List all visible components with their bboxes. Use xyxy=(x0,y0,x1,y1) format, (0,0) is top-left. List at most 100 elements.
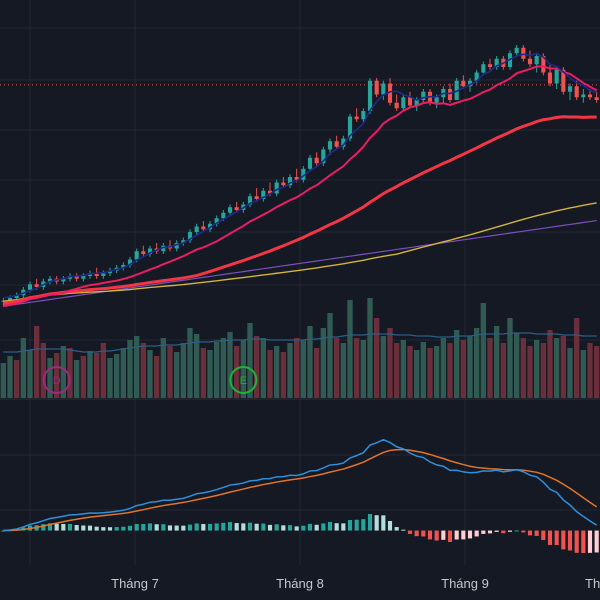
candle-body xyxy=(467,80,473,87)
macd-histogram-bar xyxy=(121,526,126,531)
macd-histogram-bar xyxy=(554,530,559,546)
volume-bar xyxy=(80,356,86,398)
candle-body xyxy=(261,190,266,199)
volume-bar xyxy=(14,360,20,398)
macd-histogram-bar xyxy=(474,530,479,537)
volume-bar xyxy=(147,350,153,398)
macd-histogram-bar xyxy=(594,530,599,553)
macd-histogram-bar xyxy=(587,530,593,553)
candle-body xyxy=(334,141,339,147)
volume-bar xyxy=(180,343,186,398)
macd-histogram-bar xyxy=(427,530,433,540)
macd-histogram-bar xyxy=(514,530,519,532)
macd-histogram-bar xyxy=(481,530,486,534)
candle-body xyxy=(594,97,599,100)
volume-bar xyxy=(467,336,473,398)
volume-bar xyxy=(140,343,146,398)
volume-bar xyxy=(567,348,573,398)
candle-body xyxy=(581,94,586,98)
candle-body xyxy=(347,116,353,139)
volume-bar xyxy=(267,350,273,398)
macd-histogram-bar xyxy=(201,524,206,531)
volume-bars xyxy=(0,298,600,398)
candle-body xyxy=(447,89,453,100)
x-tick-label: Th xyxy=(585,576,600,591)
x-tick-label: Tháng 8 xyxy=(276,576,324,591)
macd-histogram-bar xyxy=(367,513,373,531)
candle-body xyxy=(34,284,39,287)
macd-histogram-bar xyxy=(387,521,393,531)
macd-histogram-bar xyxy=(567,530,573,551)
volume-bar xyxy=(354,338,360,398)
candle-body xyxy=(381,83,386,95)
candle-body xyxy=(487,64,493,67)
volume-bar xyxy=(374,318,380,398)
volume-bar xyxy=(380,336,386,398)
candle-body xyxy=(141,251,146,254)
volume-bar xyxy=(334,338,340,398)
macd-histogram-bar xyxy=(547,530,553,545)
candle-body xyxy=(494,58,499,67)
candle-body xyxy=(147,248,153,254)
candle-body xyxy=(127,259,133,265)
volume-bar xyxy=(207,350,213,398)
candle-body xyxy=(367,80,373,111)
macd-histogram-bar xyxy=(221,522,226,531)
volume-bar xyxy=(540,343,546,398)
macd-histogram-bar xyxy=(174,525,179,531)
candle-body xyxy=(481,64,486,73)
volume-bar xyxy=(87,351,93,398)
candle-body xyxy=(354,116,359,120)
macd-histogram-bar xyxy=(94,526,99,531)
volume-bar xyxy=(287,343,293,398)
macd-histogram-bar xyxy=(254,523,259,531)
candle-body xyxy=(287,177,293,186)
volume-bar xyxy=(280,352,286,398)
candle-body xyxy=(27,284,33,290)
macd-histogram-bar xyxy=(414,530,419,537)
volume-bar xyxy=(494,326,500,398)
volume-bar xyxy=(387,328,393,398)
candle-body xyxy=(567,86,573,92)
event-marker-letter: E xyxy=(240,375,247,387)
volume-bar xyxy=(360,340,366,398)
macd-histogram-bar xyxy=(461,530,466,540)
candle-body xyxy=(394,102,399,109)
macd-histogram-bar xyxy=(494,530,499,532)
volume-bar xyxy=(300,340,306,398)
volume-bar xyxy=(580,350,586,398)
candle-body xyxy=(101,273,106,276)
macd-pane xyxy=(1,438,599,554)
macd-histogram-bar xyxy=(187,524,193,531)
macd-histogram-bar xyxy=(154,524,159,531)
candle-body xyxy=(547,72,553,84)
macd-histogram-bar xyxy=(534,530,539,536)
macd-histogram-bar xyxy=(261,523,266,531)
x-axis: Tháng 7 Tháng 8 Tháng 9 Th xyxy=(111,576,600,591)
event-marker-ring xyxy=(42,366,71,394)
volume-bar xyxy=(260,338,266,398)
macd-histogram-bar xyxy=(1,530,6,532)
volume-bar xyxy=(534,340,540,398)
macd-histogram-bar xyxy=(541,530,546,541)
candle-body xyxy=(274,182,279,194)
candle-body xyxy=(374,80,379,95)
volume-bar xyxy=(120,348,126,398)
macd-histogram-bar xyxy=(581,530,586,554)
macd-histogram-bar xyxy=(107,527,113,531)
volume-bar xyxy=(240,340,246,398)
volume-bar xyxy=(414,350,420,398)
candle-body xyxy=(341,138,346,147)
volume-bar xyxy=(520,338,526,398)
candle-body xyxy=(181,240,186,243)
macd-histogram-bar xyxy=(421,530,426,537)
macd-histogram-bar xyxy=(194,523,199,531)
macd-histogram-bar xyxy=(101,527,106,531)
candle-body xyxy=(194,226,199,232)
candle-body xyxy=(527,58,533,65)
macd-signal-line xyxy=(3,448,598,532)
candle-body xyxy=(47,278,53,282)
candle-body xyxy=(307,157,313,169)
candle-body xyxy=(534,56,539,65)
ma-mid-line xyxy=(3,65,598,308)
